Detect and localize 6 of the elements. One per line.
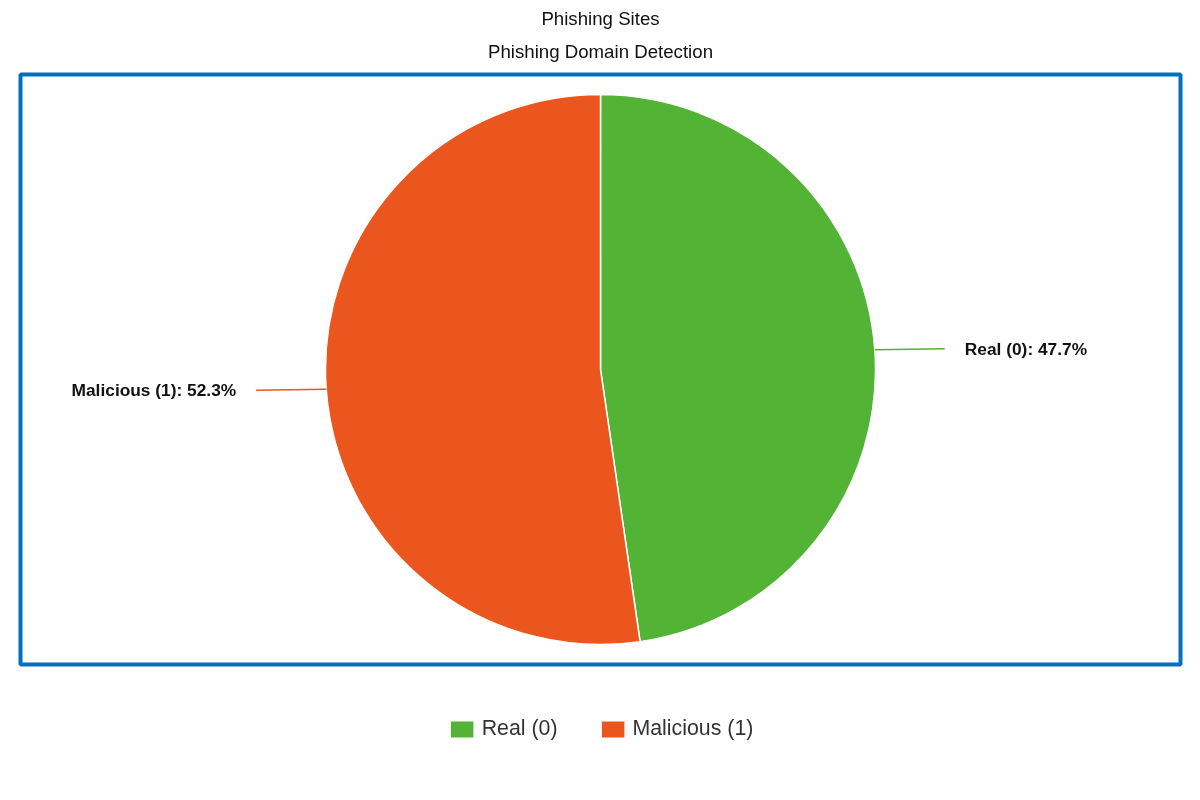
legend-label: Real (0) (481, 716, 558, 741)
chart-title: Phishing Sites (541, 7, 660, 29)
data-label: Malicious (1): 52.3% (71, 380, 237, 401)
legend-label: Malicious (1) (632, 716, 754, 741)
chart-subtitle: Phishing Domain Detection (487, 40, 714, 62)
data-label: Real (0): 47.7% (964, 338, 1088, 359)
